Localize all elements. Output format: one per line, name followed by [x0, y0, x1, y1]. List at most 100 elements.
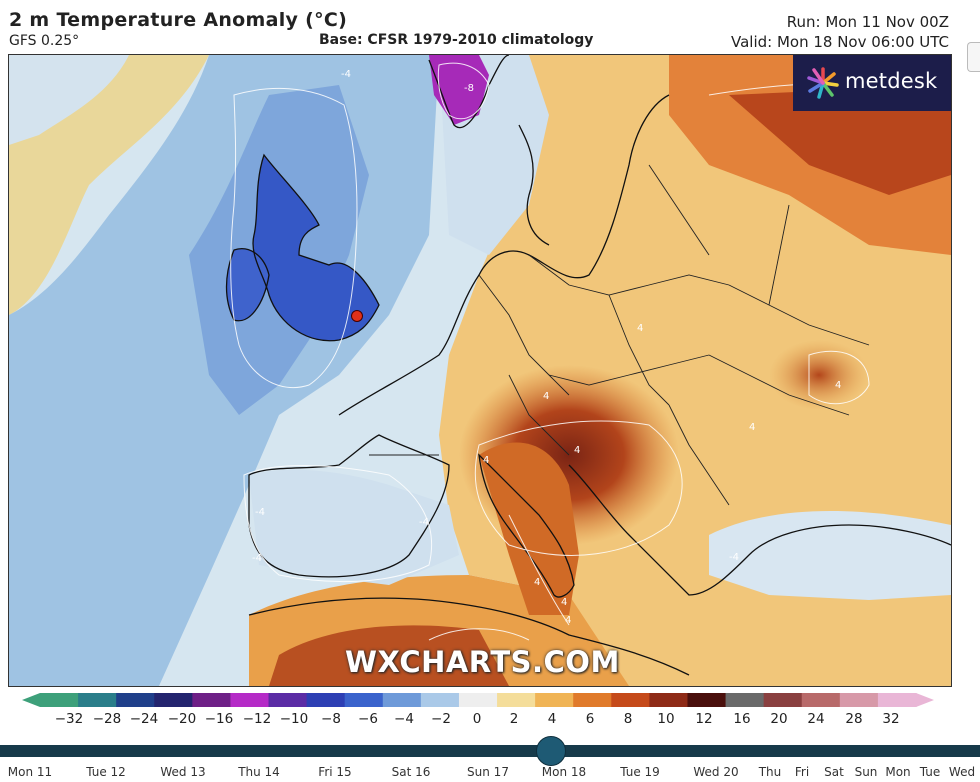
colorbar-tick: −20 — [167, 711, 197, 727]
colorbar-segment — [535, 693, 574, 707]
timeline-day[interactable]: Sun — [854, 765, 878, 779]
contour-label: -4 — [252, 553, 262, 564]
colorbar-segment — [192, 693, 232, 707]
contour-label: 4 — [483, 455, 489, 466]
location-marker[interactable] — [351, 310, 363, 322]
turkey-cool-field — [709, 511, 951, 600]
metdesk-logo: metdesk — [793, 55, 951, 111]
iberia-cool-field — [249, 469, 459, 585]
timeline-day[interactable]: Tue — [919, 765, 941, 779]
colorbar-segment — [801, 693, 841, 707]
colorbar-ticks: −32 −28 −24 −20 −16 −12 −10 −8 −6 −4 −2 … — [0, 711, 980, 729]
timeline-day[interactable]: Sat — [824, 765, 844, 779]
colorbar-tick: −24 — [129, 711, 159, 727]
timeline-day[interactable]: Sun 17 — [467, 765, 509, 779]
colorbar-tick: −12 — [242, 711, 272, 727]
colorbar-tick: 16 — [733, 711, 751, 727]
colorbar-segment — [497, 693, 536, 707]
timeline-day[interactable]: Thu — [758, 765, 782, 779]
colorbar-segment — [725, 693, 765, 707]
timeline-day[interactable]: Wed 20 — [693, 765, 739, 779]
contour-label: 4 — [574, 445, 580, 456]
colorbar-tick: 32 — [882, 711, 900, 727]
metdesk-logo-icon — [807, 67, 839, 99]
colorbar-tick: 0 — [472, 711, 482, 727]
colorbar-segment — [458, 693, 498, 707]
colorbar-segment — [230, 693, 270, 707]
contour-labels: 4 -4 -8 -4 -4 -4 4 4 4 4 4 4 -4 4 4 — [252, 69, 841, 626]
italy-warm-field — [479, 442, 579, 615]
contour-label: 4 — [561, 597, 567, 608]
timeline-day[interactable]: Fri 15 — [318, 765, 352, 779]
timeline-day[interactable]: Tue 19 — [620, 765, 660, 779]
timeline-days: Mon 11 Tue 12 Wed 13 Thu 14 Fri 15 Sat 1… — [0, 764, 980, 782]
norway-very-cold — [429, 55, 489, 125]
colorbar-tick: 24 — [807, 711, 825, 727]
colorbar-segments — [40, 693, 917, 707]
timeline-day[interactable]: Sat 16 — [391, 765, 431, 779]
contour-label: -4 — [419, 517, 429, 528]
colorbar-segment — [420, 693, 460, 707]
colorbar-segment — [687, 693, 727, 707]
valid-time-label: Valid: Mon 18 Nov 06:00 UTC — [731, 33, 949, 51]
metdesk-logo-text: metdesk — [845, 69, 938, 93]
timeline-day[interactable]: Tue 12 — [86, 765, 126, 779]
timeline-day[interactable]: Mon — [885, 765, 911, 779]
map-canvas: 4 -4 -8 -4 -4 -4 4 4 4 4 4 4 -4 4 4 — [9, 55, 951, 686]
colorbar-tick: 6 — [585, 711, 595, 727]
contour-label: 4 — [835, 380, 841, 391]
north-africa-hot — [269, 625, 509, 686]
timeline-day[interactable]: Mon 11 — [7, 765, 53, 779]
colorbar-segment — [611, 693, 650, 707]
contour-label: -4 — [729, 552, 739, 563]
colorbar-segment — [763, 693, 803, 707]
colorbar-segment — [78, 693, 117, 707]
timeline-track[interactable] — [0, 745, 980, 757]
timeline-day[interactable]: Mon 18 — [541, 765, 587, 779]
colorbar-segment — [573, 693, 612, 707]
colorbar-segment — [649, 693, 689, 707]
timeline-day[interactable]: Wed — [948, 765, 976, 779]
timeline-day[interactable]: Thu 14 — [238, 765, 280, 779]
run-time-label: Run: Mon 11 Nov 00Z — [786, 13, 949, 31]
colorbar-tick: −16 — [204, 711, 234, 727]
colorbar-segment — [839, 693, 879, 707]
contour-label: -4 — [341, 69, 351, 80]
colorbar-tick: −32 — [54, 711, 84, 727]
colorbar-tick: 28 — [845, 711, 863, 727]
model-label: GFS 0.25° — [9, 33, 80, 49]
timeline-handle[interactable] — [536, 736, 566, 766]
colorbar-tick: −2 — [431, 711, 451, 727]
chart-header: 2 m Temperature Anomaly (°C) GFS 0.25° B… — [0, 0, 980, 54]
contour-label: -4 — [255, 507, 265, 518]
colorbar-tick: 20 — [770, 711, 788, 727]
anomaly-map: 4 -4 -8 -4 -4 -4 4 4 4 4 4 4 -4 4 4 — [8, 54, 952, 687]
side-panel-tab[interactable] — [967, 42, 980, 72]
chart-title: 2 m Temperature Anomaly (°C) — [9, 9, 348, 31]
colorbar-segment — [116, 693, 155, 707]
colorbar-low-arrow — [22, 693, 40, 707]
colorbar-tick: 4 — [547, 711, 557, 727]
colorbar-tick: −4 — [394, 711, 414, 727]
contour-label: 4 — [543, 391, 549, 402]
colorbar-tick: −28 — [92, 711, 122, 727]
colorbar-segment — [382, 693, 422, 707]
colorbar-tick: −10 — [279, 711, 309, 727]
timeline-day[interactable]: Wed 13 — [160, 765, 206, 779]
timeline-day[interactable]: Fri — [794, 765, 810, 779]
contour-label: 4 — [565, 615, 571, 626]
colorbar-segment — [268, 693, 308, 707]
colorbar-segment — [154, 693, 193, 707]
atlantic-cool-patch — [9, 55, 129, 145]
britain-cold — [252, 155, 379, 341]
contour-label: 4 — [749, 422, 755, 433]
colorbar-tick: 10 — [657, 711, 675, 727]
colorbar-tick: 12 — [695, 711, 713, 727]
colorbar-segment — [344, 693, 384, 707]
colorbar-segment — [877, 693, 917, 707]
ukraine-warm-patch — [769, 340, 869, 410]
colorbar-tick: −8 — [321, 711, 341, 727]
colorbar-tick: 2 — [509, 711, 519, 727]
colorbar — [22, 693, 934, 707]
colorbar-tick: 8 — [623, 711, 633, 727]
